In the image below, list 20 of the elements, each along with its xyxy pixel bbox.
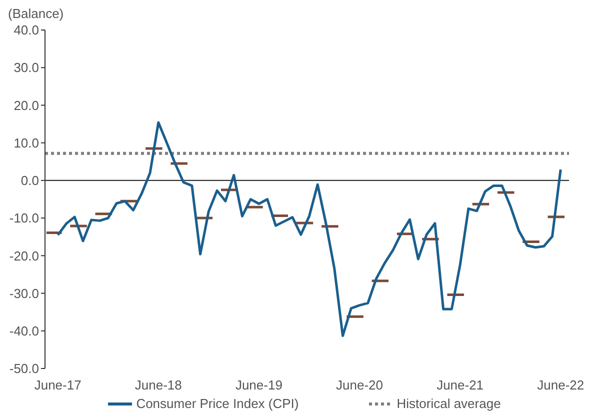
y-tick-label: -10.0 bbox=[9, 210, 39, 226]
y-tick-label: -40.0 bbox=[9, 324, 39, 339]
y-tick-label: 30.0 bbox=[14, 60, 39, 76]
y-tick-label: 10.0 bbox=[14, 135, 39, 150]
y-tick-label: 40.0 bbox=[14, 22, 39, 38]
y-tick-label: 20.0 bbox=[14, 98, 39, 113]
x-tick-label: June-20 bbox=[336, 378, 384, 393]
legend-label: Consumer Price Index (CPI) bbox=[136, 396, 299, 411]
y-tick-label: -30.0 bbox=[9, 286, 39, 301]
y-axis-title: (Balance) bbox=[8, 6, 64, 21]
line-series bbox=[56, 121, 562, 338]
x-tick-label: June-19 bbox=[235, 378, 282, 393]
y-tick-label: -20.0 bbox=[9, 248, 39, 264]
y-tick-label: 0.0 bbox=[20, 173, 39, 188]
x-tick-label: June-22 bbox=[537, 378, 584, 393]
y-tick-label: -50.0 bbox=[9, 361, 39, 376]
x-tick-label: June-18 bbox=[134, 378, 182, 393]
legend-label: Historical average bbox=[396, 396, 501, 411]
x-tick-label: June-17 bbox=[34, 378, 82, 393]
x-tick-label: June-21 bbox=[436, 378, 484, 393]
